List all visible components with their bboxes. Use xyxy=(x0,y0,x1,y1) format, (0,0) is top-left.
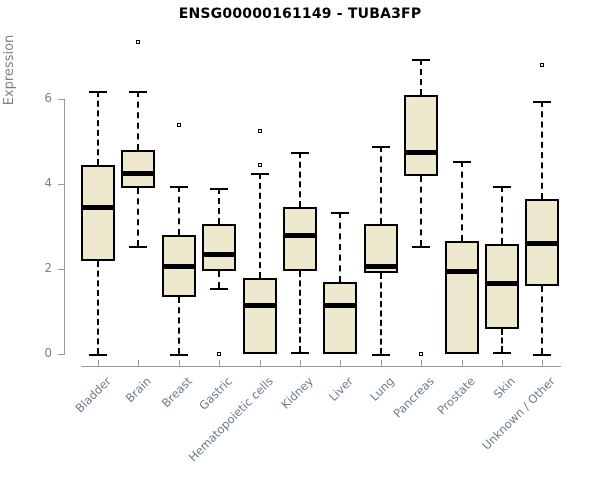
whisker-cap-lower xyxy=(371,354,390,356)
whisker-cap-lower xyxy=(210,288,229,291)
whisker-lower xyxy=(218,271,221,289)
whisker-upper xyxy=(299,152,301,208)
whisker-lower xyxy=(501,328,503,352)
whisker-cap-upper xyxy=(89,90,107,93)
whisker-cap-upper xyxy=(129,90,148,93)
whisker-cap-lower xyxy=(533,354,552,356)
x-tick xyxy=(178,360,180,366)
whisker-cap-upper xyxy=(371,145,390,148)
box-iqr xyxy=(202,224,237,272)
whisker-lower xyxy=(299,271,301,352)
whisker-cap-lower xyxy=(493,351,511,354)
outlier-point xyxy=(540,63,545,67)
whisker-cap-upper xyxy=(533,101,552,104)
x-tick xyxy=(259,360,261,366)
x-tick xyxy=(300,360,301,366)
median-line xyxy=(161,264,196,270)
box-iqr xyxy=(323,281,358,354)
whisker-upper xyxy=(379,145,382,225)
whisker-cap-upper xyxy=(412,58,431,61)
whisker-upper xyxy=(541,101,544,199)
x-tick xyxy=(340,360,342,366)
box-iqr xyxy=(121,150,156,189)
whisker-cap-lower xyxy=(291,351,309,354)
whisker-upper xyxy=(339,211,342,282)
whisker-cap-upper xyxy=(169,186,188,189)
whisker-cap-lower xyxy=(129,245,148,248)
box-iqr xyxy=(444,241,479,354)
x-tick xyxy=(138,360,140,366)
whisker-upper xyxy=(420,58,423,95)
whisker-upper xyxy=(460,160,463,242)
y-tick xyxy=(58,269,64,270)
box-iqr xyxy=(81,164,115,261)
whisker-upper xyxy=(137,90,140,150)
outlier-point xyxy=(136,39,141,44)
y-tick-label: 4 xyxy=(44,176,52,190)
whisker-upper xyxy=(218,188,221,225)
whisker-cap-lower xyxy=(412,245,431,248)
chart-title: ENSG00000161149 - TUBA3FP xyxy=(178,6,422,22)
y-tick xyxy=(58,354,64,355)
outlier-point xyxy=(257,128,262,133)
median-line xyxy=(444,268,479,274)
median-line xyxy=(121,170,156,176)
x-tick xyxy=(380,360,382,366)
median-line xyxy=(525,241,560,246)
outlier-point xyxy=(257,162,262,167)
box-iqr xyxy=(404,94,439,176)
whisker-cap-lower xyxy=(89,354,107,356)
whisker-cap-upper xyxy=(291,152,309,155)
box-iqr xyxy=(283,207,317,272)
y-tick xyxy=(58,99,64,100)
whisker-upper xyxy=(177,186,180,235)
x-axis-spine xyxy=(81,366,561,367)
y-axis-spine xyxy=(64,99,65,355)
whisker-lower xyxy=(379,273,382,354)
median-line xyxy=(404,149,439,155)
x-tick xyxy=(421,360,423,366)
outlier-point xyxy=(217,352,222,356)
median-line xyxy=(81,204,115,210)
whisker-upper xyxy=(258,173,261,278)
y-tick-label: 2 xyxy=(44,261,52,275)
whisker-upper xyxy=(501,186,503,244)
whisker-cap-upper xyxy=(452,160,471,163)
outlier-point xyxy=(419,352,424,356)
x-tick xyxy=(98,360,99,366)
whisker-cap-lower xyxy=(169,354,188,356)
median-line xyxy=(283,232,317,238)
y-tick xyxy=(58,184,64,185)
whisker-lower xyxy=(177,296,180,354)
whisker-cap-upper xyxy=(210,188,229,191)
outlier-point xyxy=(176,122,181,127)
median-line xyxy=(323,302,358,308)
x-tick xyxy=(542,360,544,366)
median-line xyxy=(363,264,398,270)
x-tick xyxy=(502,360,503,366)
whisker-cap-upper xyxy=(493,186,511,189)
median-line xyxy=(485,281,519,287)
x-tick xyxy=(461,360,463,366)
whisker-lower xyxy=(97,260,99,354)
whisker-cap-upper xyxy=(250,173,269,176)
y-tick-label: 6 xyxy=(44,91,52,105)
whisker-cap-upper xyxy=(331,211,350,214)
y-tick-label: 0 xyxy=(44,346,52,360)
whisker-upper xyxy=(97,90,99,165)
x-tick xyxy=(219,360,221,366)
median-line xyxy=(202,251,237,257)
median-line xyxy=(242,302,277,308)
whisker-lower xyxy=(420,175,423,246)
whisker-lower xyxy=(137,188,140,246)
whisker-lower xyxy=(541,286,544,354)
box-iqr xyxy=(242,277,277,354)
